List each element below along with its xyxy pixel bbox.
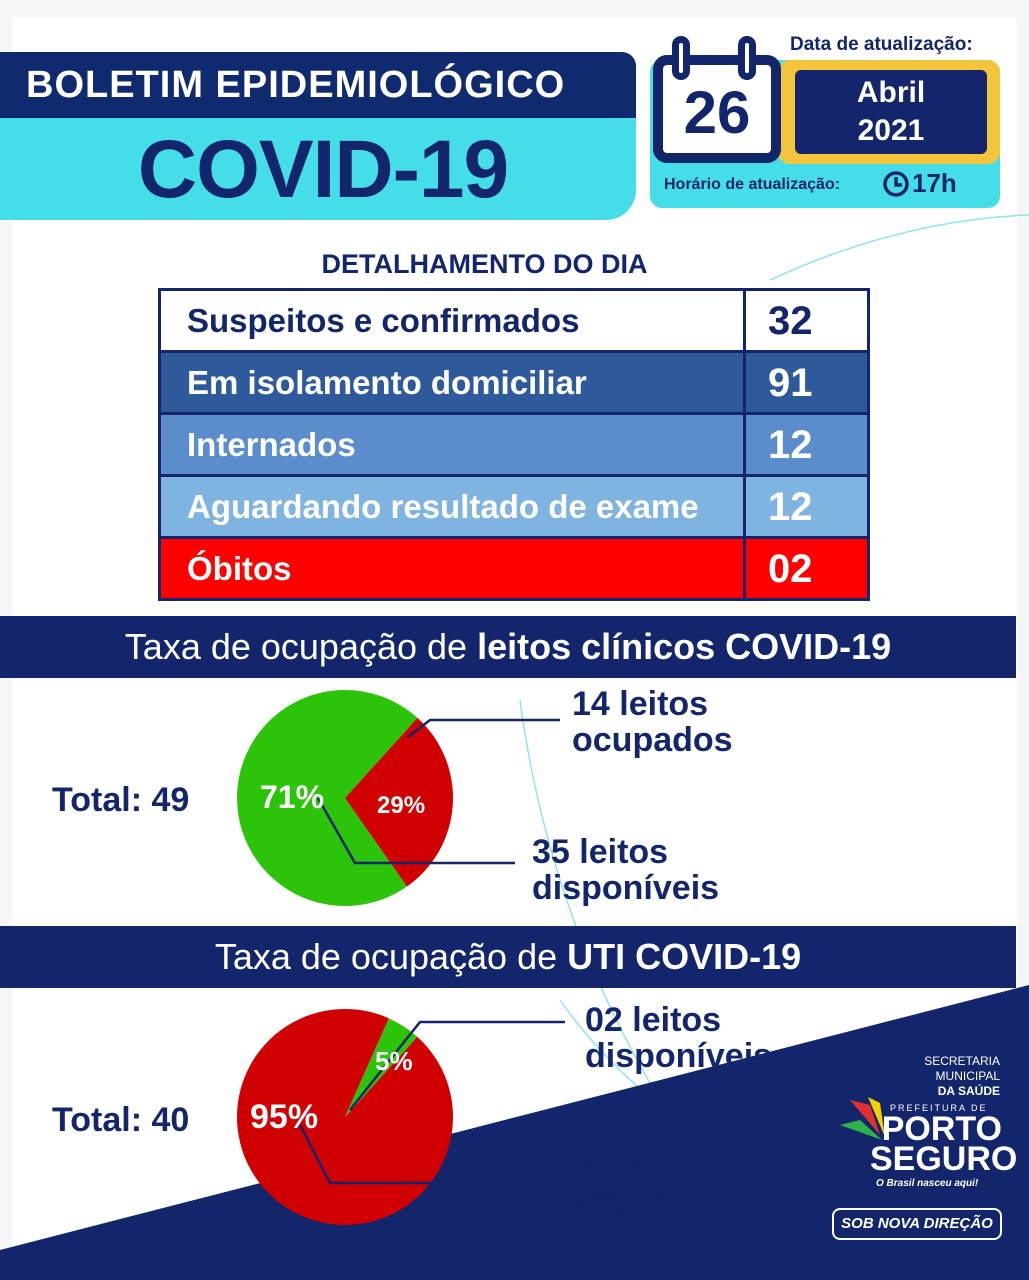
leader-line bbox=[316, 797, 515, 865]
detail-title: DETALHAMENTO DO DIA bbox=[321, 249, 648, 279]
uti-available-label: 02 leitos disponíveis bbox=[585, 1002, 772, 1074]
detail-table: Suspeitos e confirmados 32 Em isolamento d… bbox=[158, 288, 870, 601]
line: DA SAÚDE bbox=[937, 1084, 1000, 1098]
line: PORTO bbox=[881, 1110, 1002, 1148]
clinical-available-label: 35 leitos disponíveis bbox=[532, 834, 719, 906]
pie-slice bbox=[345, 717, 453, 887]
detail-row: Suspeitos e confirmados 32 bbox=[158, 288, 870, 353]
row-label: Suspeitos e confirmados bbox=[158, 288, 746, 353]
label-line: disponíveis bbox=[532, 869, 720, 907]
porto-seguro-logo-icon bbox=[840, 1097, 885, 1140]
slogan: O Brasil nasceu aqui! bbox=[876, 1178, 979, 1189]
line: SEGURO bbox=[870, 1140, 1018, 1178]
update-time: 17h bbox=[912, 168, 957, 198]
leader-line bbox=[407, 718, 560, 738]
footer-wedge bbox=[0, 985, 1029, 1280]
leader-line bbox=[349, 1020, 565, 1111]
row-label: Aguardando resultado de exame bbox=[158, 474, 746, 539]
title-prefix: Taxa de ocupação de bbox=[124, 626, 478, 667]
uti-pie-chart: 95% 5% bbox=[237, 1009, 565, 1225]
pie-label: 5% bbox=[375, 1046, 413, 1076]
sob-nova-direcao-badge: SOB NOVA DIREÇÃO bbox=[832, 1208, 1002, 1240]
row-value: 12 bbox=[743, 412, 870, 477]
row-value: 12 bbox=[743, 474, 870, 539]
title-bold: UTI COVID-19 bbox=[567, 936, 802, 977]
year: 2021 bbox=[857, 114, 925, 147]
row-value: 91 bbox=[743, 350, 870, 415]
clock-icon bbox=[883, 171, 909, 197]
title-bold: leitos clínicos COVID-19 bbox=[477, 626, 892, 667]
label-line: 38 leitos bbox=[532, 1150, 661, 1186]
label-line: disponíveis bbox=[585, 1037, 773, 1075]
month: Abril bbox=[856, 76, 926, 109]
date-month-year: Abril 2021 bbox=[795, 70, 987, 154]
label-line: 02 leitos bbox=[585, 1001, 722, 1039]
row-label: Em isolamento domiciliar bbox=[158, 350, 746, 415]
city-logo: PORTO SEGURO bbox=[870, 1110, 1018, 1178]
uti-occupied-label: 38 leitos ocupados bbox=[532, 1152, 683, 1216]
date-label: Data de atualização: bbox=[790, 34, 973, 55]
bulletin-title: COVID-19 bbox=[0, 118, 636, 220]
row-value: 32 bbox=[743, 288, 870, 353]
line: SECRETARIA bbox=[924, 1054, 1000, 1068]
day: 26 bbox=[683, 79, 751, 146]
row-label: Óbitos bbox=[158, 536, 746, 601]
line: MUNICIPAL bbox=[935, 1069, 1000, 1083]
label-line: ocupados bbox=[532, 1182, 684, 1218]
label-line: 35 leitos bbox=[532, 833, 669, 871]
clinical-total: Total: 49 bbox=[52, 781, 190, 819]
uti-title: Taxa de ocupação de UTI COVID-19 bbox=[0, 926, 1016, 988]
badge-part: DIREÇÃO bbox=[923, 1215, 993, 1232]
clinical-title: Taxa de ocupação de leitos clínicos COVI… bbox=[0, 616, 1016, 678]
leader-line bbox=[298, 1124, 515, 1185]
label-line: 14 leitos bbox=[572, 685, 709, 723]
clinical-pie-chart: 71% 29% bbox=[237, 690, 560, 906]
detail-row: Internados 12 bbox=[158, 412, 870, 477]
calendar-ring-icon bbox=[672, 36, 690, 80]
label-line: ocupados bbox=[572, 721, 733, 759]
pie-slice bbox=[237, 1009, 454, 1225]
pie-label: 71% bbox=[260, 779, 324, 815]
calendar-ring-icon bbox=[738, 36, 756, 80]
time-label: Horário de atualização: bbox=[664, 176, 841, 193]
row-label: Internados bbox=[158, 412, 746, 477]
row-value: 02 bbox=[743, 536, 870, 601]
uti-total: Total: 40 bbox=[52, 1101, 190, 1139]
detail-row: Óbitos 02 bbox=[158, 536, 870, 601]
pie-slice bbox=[237, 690, 418, 906]
prefeitura-text: PREFEITURA DE bbox=[890, 1103, 988, 1113]
footer-bar bbox=[0, 1250, 1029, 1280]
pie-label: 29% bbox=[377, 792, 425, 819]
detail-row: Aguardando resultado de exame 12 bbox=[158, 474, 870, 539]
title-prefix: Taxa de ocupação de bbox=[214, 936, 568, 977]
badge-part: SOB NOVA bbox=[841, 1215, 920, 1232]
secretaria-text: SECRETARIA MUNICIPAL DA SAÚDE bbox=[900, 1054, 1000, 1099]
detail-row: Em isolamento domiciliar 91 bbox=[158, 350, 870, 415]
clinical-occupied-label: 14 leitos ocupados bbox=[572, 686, 733, 758]
pie-label: 95% bbox=[250, 1098, 318, 1136]
bulletin-subtitle: BOLETIM EPIDEMIOLÓGICO bbox=[0, 52, 636, 118]
